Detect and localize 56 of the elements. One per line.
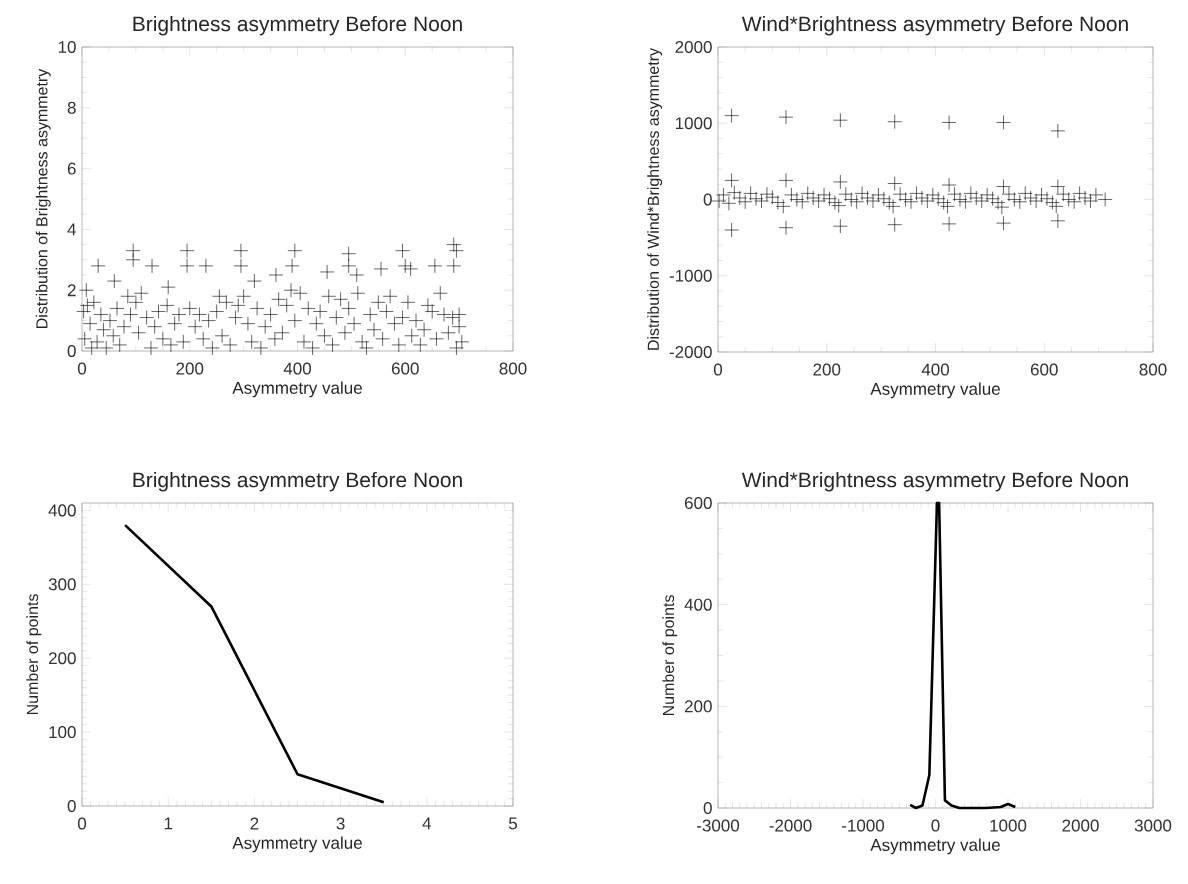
x-axis-title: Asymmetry value — [232, 836, 362, 853]
x-axis-title: Asymmetry value — [232, 381, 362, 398]
x-tick-label: 600 — [1030, 363, 1058, 376]
y-tick-label: 400 — [48, 504, 76, 517]
chart-title: Wind*Brightness asymmetry Before Noon — [741, 471, 1128, 492]
x-tick-label: 4 — [422, 817, 432, 830]
x-tick-label: 0 — [77, 817, 87, 830]
x-tick-label: 2 — [250, 817, 259, 830]
y-tick-label: 4 — [67, 223, 76, 236]
y-tick-label: 0 — [67, 344, 76, 358]
y-tick-label: 600 — [684, 496, 712, 510]
y-tick-label: 400 — [684, 598, 712, 611]
x-tick-label: 3 — [336, 817, 345, 830]
x-tick-label: 1 — [164, 817, 173, 830]
x-axis-title: Asymmetry value — [870, 382, 1000, 399]
y-tick-label: 200 — [48, 652, 76, 665]
y-tick-label: 10 — [58, 40, 76, 54]
chart-title: Wind*Brightness asymmetry Before Noon — [741, 15, 1128, 36]
x-tick-label: 0 — [713, 363, 723, 376]
y-axis-title: Distribution of Wind*Brightness asymmetry — [647, 47, 663, 350]
x-tick-label: 0 — [77, 362, 87, 375]
y-tick-label: 1000 — [675, 117, 712, 130]
y-axis-title: Distribution of Brightness asymmetry — [35, 68, 51, 328]
y-tick-label: 2 — [67, 284, 76, 297]
x-tick-label: 600 — [391, 362, 419, 375]
y-tick-label: 0 — [703, 801, 712, 815]
y-tick-label: -1000 — [669, 269, 712, 282]
x-tick-label: 2000 — [1062, 819, 1099, 832]
x-tick-label: -3000 — [697, 819, 740, 832]
y-axis-title: Number of points — [26, 594, 42, 715]
y-tick-label: 8 — [67, 101, 76, 114]
x-tick-label: 1000 — [990, 819, 1027, 832]
y-axis-title: Number of points — [662, 595, 678, 716]
x-tick-label: 200 — [176, 362, 204, 375]
line-series — [123, 523, 385, 804]
y-tick-label: 300 — [48, 578, 76, 591]
x-tick-label: 200 — [813, 363, 841, 376]
x-tick-label: 800 — [1139, 363, 1167, 376]
y-tick-label: 100 — [49, 726, 76, 739]
x-tick-label: 400 — [283, 362, 312, 375]
x-tick-label: 800 — [499, 362, 527, 375]
y-tick-label: -2000 — [669, 345, 712, 359]
x-tick-label: -2000 — [769, 819, 812, 832]
x-tick-label: 5 — [508, 817, 518, 830]
y-tick-label: 0 — [703, 193, 712, 206]
x-tick-label: 400 — [921, 363, 950, 376]
x-tick-label: 3000 — [1134, 819, 1172, 832]
x-tick-label: 0 — [931, 819, 940, 832]
chart-title: Brightness asymmetry Before Noon — [133, 15, 462, 36]
y-tick-label: 200 — [684, 700, 712, 713]
chart-title: Brightness asymmetry Before Noon — [133, 471, 462, 492]
y-tick-label: 6 — [67, 162, 76, 175]
y-tick-label: 2000 — [675, 40, 712, 54]
x-axis-title: Asymmetry value — [870, 838, 1000, 855]
x-tick-label: -1000 — [842, 819, 885, 832]
y-tick-label: 0 — [67, 799, 76, 813]
